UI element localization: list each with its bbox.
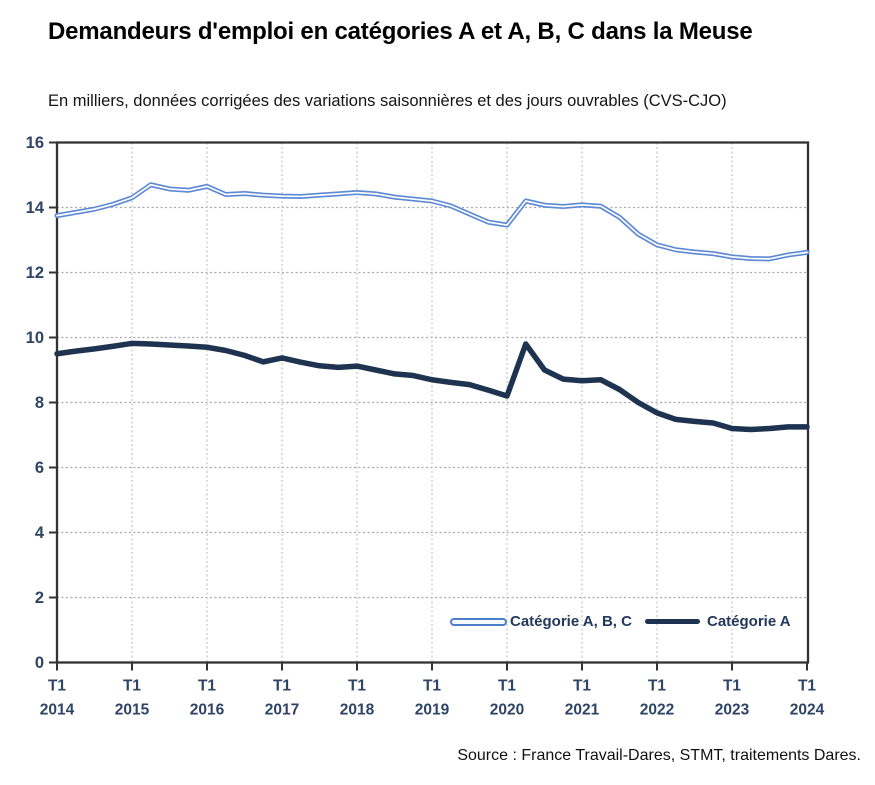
x-axis-tick-label-quarter: T1 — [198, 678, 216, 695]
y-axis-tick-label: 2 — [35, 589, 44, 607]
y-axis-tick-label: 0 — [35, 654, 44, 672]
x-axis-tick-label-year: 2018 — [340, 702, 375, 719]
x-axis-tick-label-year: 2014 — [40, 702, 75, 719]
x-axis-tick-label-quarter: T1 — [348, 678, 366, 695]
x-axis-tick-label-quarter: T1 — [498, 678, 516, 695]
x-axis-tick-label-year: 2024 — [790, 702, 825, 719]
series-line-categorie-abc-core — [56, 183, 808, 260]
x-axis-tick-label-quarter: T1 — [573, 678, 591, 695]
x-axis-tick-label-year: 2020 — [490, 702, 524, 719]
source-note: Source : France Travail-Dares, STMT, tra… — [457, 747, 861, 764]
x-axis-tick-label-year: 2022 — [640, 702, 674, 719]
legend-label-categorie-a: Catégorie A — [707, 613, 791, 630]
chart-subtitle: En milliers, données corrigées des varia… — [48, 92, 727, 110]
x-axis-tick-label-quarter: T1 — [48, 678, 66, 695]
x-axis-tick-label-year: 2023 — [715, 702, 750, 719]
y-axis-tick-label: 6 — [35, 459, 44, 477]
y-axis-tick-label: 16 — [26, 134, 44, 152]
series-line-categorie-a — [54, 340, 810, 433]
x-axis-tick-label-year: 2016 — [190, 702, 225, 719]
x-axis-tick-label-quarter: T1 — [798, 678, 816, 695]
legend-swatch-categorie-abc — [450, 618, 507, 626]
chart-title: Demandeurs d'emploi en catégories A et A… — [48, 18, 753, 45]
y-axis-tick-label: 10 — [26, 329, 44, 347]
x-axis-tick-label-year: 2017 — [265, 702, 299, 719]
legend-swatch-categorie-a — [645, 619, 700, 624]
y-axis-tick-label: 14 — [26, 199, 45, 217]
x-axis-tick-label-quarter: T1 — [273, 678, 291, 695]
x-axis-tick-label-quarter: T1 — [123, 678, 141, 695]
y-axis-tick-label: 4 — [35, 524, 45, 542]
x-axis-tick-label-quarter: T1 — [723, 678, 741, 695]
x-axis-tick-label-quarter: T1 — [423, 678, 441, 695]
y-axis-tick-label: 8 — [35, 394, 44, 412]
y-axis-tick-label: 12 — [26, 264, 44, 282]
x-axis-tick-label-year: 2015 — [115, 702, 150, 719]
line-chart: 0 2 4 6 8 10 12 14 16 T1 2014 T1 2015 T1 2016 T1 2017 T1 2… — [26, 134, 825, 719]
x-axis-tick-label-year: 2019 — [415, 702, 450, 719]
x-axis-tick-label-quarter: T1 — [648, 678, 666, 695]
x-axis-tick-label-year: 2021 — [565, 702, 600, 719]
legend-label-categorie-abc: Catégorie A, B, C — [510, 613, 632, 630]
